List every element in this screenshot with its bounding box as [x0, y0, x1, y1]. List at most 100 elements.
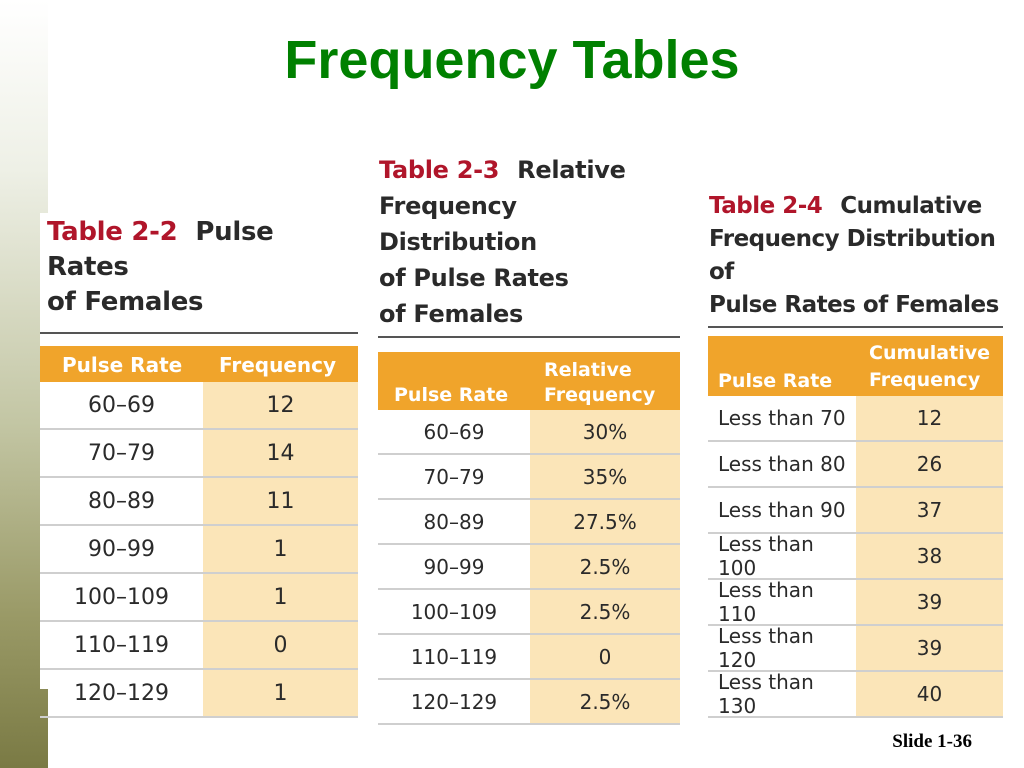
table-header: Pulse Rate Frequency [40, 346, 358, 382]
cell-cumulative-frequency: 12 [856, 396, 1003, 440]
cell-cumulative-frequency: 39 [856, 580, 1003, 624]
cell-frequency: 11 [203, 478, 358, 524]
table-number: Table 2-3 [379, 156, 500, 184]
table-row: 60–69 12 [40, 382, 358, 428]
slide-number: Slide 1-36 [892, 731, 972, 752]
cell-frequency: 1 [203, 526, 358, 572]
table-row: 90–99 1 [40, 524, 358, 572]
header-pulse-rate: Pulse Rate [62, 353, 183, 377]
header-line: Frequency [544, 384, 656, 406]
cell-pulse-rate: Less than 110 [718, 578, 814, 626]
cell-pulse-rate: 90–99 [423, 554, 485, 579]
table-header: Pulse Rate Relative Frequency [378, 352, 680, 410]
table-row: 100–109 2.5% [378, 588, 680, 633]
table-row: Less than 100 38 [708, 532, 1003, 580]
cell-relative-frequency: 2.5% [530, 590, 680, 633]
cell-pulse-rate: 110–119 [410, 644, 498, 669]
cell-pulse-rate: Less than 80 [718, 452, 846, 476]
cell-relative-frequency: 30% [530, 410, 680, 453]
cell-frequency: 12 [203, 382, 358, 428]
table-body: 60–69 30% 70–79 35% 80–89 27.5% 90–99 2.… [378, 410, 680, 723]
cell-cumulative-frequency: 40 [856, 672, 1003, 716]
cell-pulse-rate: Less than 90 [718, 498, 846, 522]
cell-cumulative-frequency: 39 [856, 626, 1003, 670]
cell-relative-frequency: 0 [530, 635, 680, 678]
table-row: Less than 70 12 [708, 396, 1003, 440]
table-row: Less than 130 40 [708, 670, 1003, 718]
caption-divider [708, 326, 1003, 328]
caption-line: of Females [379, 300, 523, 328]
table-body: 60–69 12 70–79 14 80–89 11 90–99 1 100–1… [40, 382, 358, 716]
header-line: Relative [544, 359, 632, 381]
cell-relative-frequency: 2.5% [530, 545, 680, 588]
cell-pulse-rate: 110–119 [74, 632, 169, 658]
table-row: Less than 110 39 [708, 578, 1003, 626]
header-frequency: Frequency [219, 353, 337, 377]
caption-line: Pulse Rates of Females [709, 292, 999, 318]
table-header: Pulse Rate Cumulative Frequency [708, 336, 1003, 396]
table-row: Less than 80 26 [708, 440, 1003, 486]
table-caption: Table 2-4 Cumulative Frequency Distributi… [708, 190, 1003, 322]
caption-line: Frequency Distribution [379, 192, 537, 256]
cell-pulse-rate: 70–79 [423, 464, 485, 489]
cell-pulse-rate: 120–129 [410, 689, 498, 714]
header-line: Cumulative [869, 342, 990, 364]
table-row: Less than 90 37 [708, 486, 1003, 532]
cell-pulse-rate: 100–109 [74, 584, 169, 610]
header-relative-frequency: Relative Frequency [530, 352, 680, 410]
caption-line: Cumulative [840, 193, 982, 219]
header-line: Frequency [869, 369, 981, 391]
table-row: 100–109 1 [40, 572, 358, 620]
table-2-4: Table 2-4 Cumulative Frequency Distributi… [708, 190, 1003, 718]
cell-relative-frequency: 2.5% [530, 680, 680, 723]
cell-pulse-rate: Less than 70 [718, 406, 846, 430]
table-row: 110–119 0 [40, 620, 358, 668]
cell-pulse-rate: 80–89 [423, 509, 485, 534]
cell-relative-frequency: 35% [530, 455, 680, 498]
cell-relative-frequency: 27.5% [530, 500, 680, 543]
header-pulse-rate: Pulse Rate [718, 370, 833, 392]
cell-pulse-rate: 100–109 [410, 599, 498, 624]
caption-line: of Females [47, 287, 204, 317]
cell-pulse-rate: 120–129 [74, 680, 169, 706]
table-row: 120–129 1 [40, 668, 358, 716]
cell-frequency: 1 [203, 670, 358, 716]
cell-cumulative-frequency: 26 [856, 442, 1003, 486]
cell-pulse-rate: Less than 130 [718, 670, 814, 718]
header-cumulative-frequency: Cumulative Frequency [856, 336, 1003, 396]
table-bottom-rule [378, 723, 680, 725]
table-caption: Table 2-3 Relative Frequency Distribution… [378, 152, 680, 332]
cell-pulse-rate: 60–69 [423, 419, 485, 444]
table-row: 70–79 14 [40, 428, 358, 476]
slide-title: Frequency Tables [284, 30, 740, 90]
table-caption: Table 2-2 Pulse Rates of Females [40, 213, 358, 320]
table-row: 90–99 2.5% [378, 543, 680, 588]
cell-pulse-rate: 70–79 [88, 440, 155, 466]
cell-pulse-rate: 90–99 [88, 536, 155, 562]
table-row: 110–119 0 [378, 633, 680, 678]
table-number: Table 2-4 [709, 193, 823, 219]
caption-line: of Pulse Rates [379, 264, 569, 292]
table-bottom-rule [40, 716, 358, 718]
cell-cumulative-frequency: 37 [856, 488, 1003, 532]
caption-divider [40, 332, 358, 334]
caption-line: Pulse Rates [47, 217, 274, 282]
table-bottom-rule [708, 716, 1003, 718]
cell-frequency: 0 [203, 622, 358, 668]
caption-line: Relative [517, 156, 626, 184]
cell-pulse-rate: 80–89 [88, 488, 155, 514]
cell-frequency: 14 [203, 430, 358, 476]
cell-pulse-rate: 60–69 [88, 392, 155, 418]
cell-cumulative-frequency: 38 [856, 534, 1003, 578]
table-row: 80–89 11 [40, 476, 358, 524]
table-row: Less than 120 39 [708, 624, 1003, 672]
table-row: 80–89 27.5% [378, 498, 680, 543]
cell-frequency: 1 [203, 574, 358, 620]
table-row: 120–129 2.5% [378, 678, 680, 723]
table-2-2: Table 2-2 Pulse Rates of Females Pulse Ra… [40, 213, 358, 718]
header-pulse-rate: Pulse Rate [394, 384, 509, 406]
table-number: Table 2-2 [47, 217, 178, 247]
cell-pulse-rate: Less than 120 [718, 624, 814, 672]
table-row: 70–79 35% [378, 453, 680, 498]
caption-divider [378, 336, 680, 338]
